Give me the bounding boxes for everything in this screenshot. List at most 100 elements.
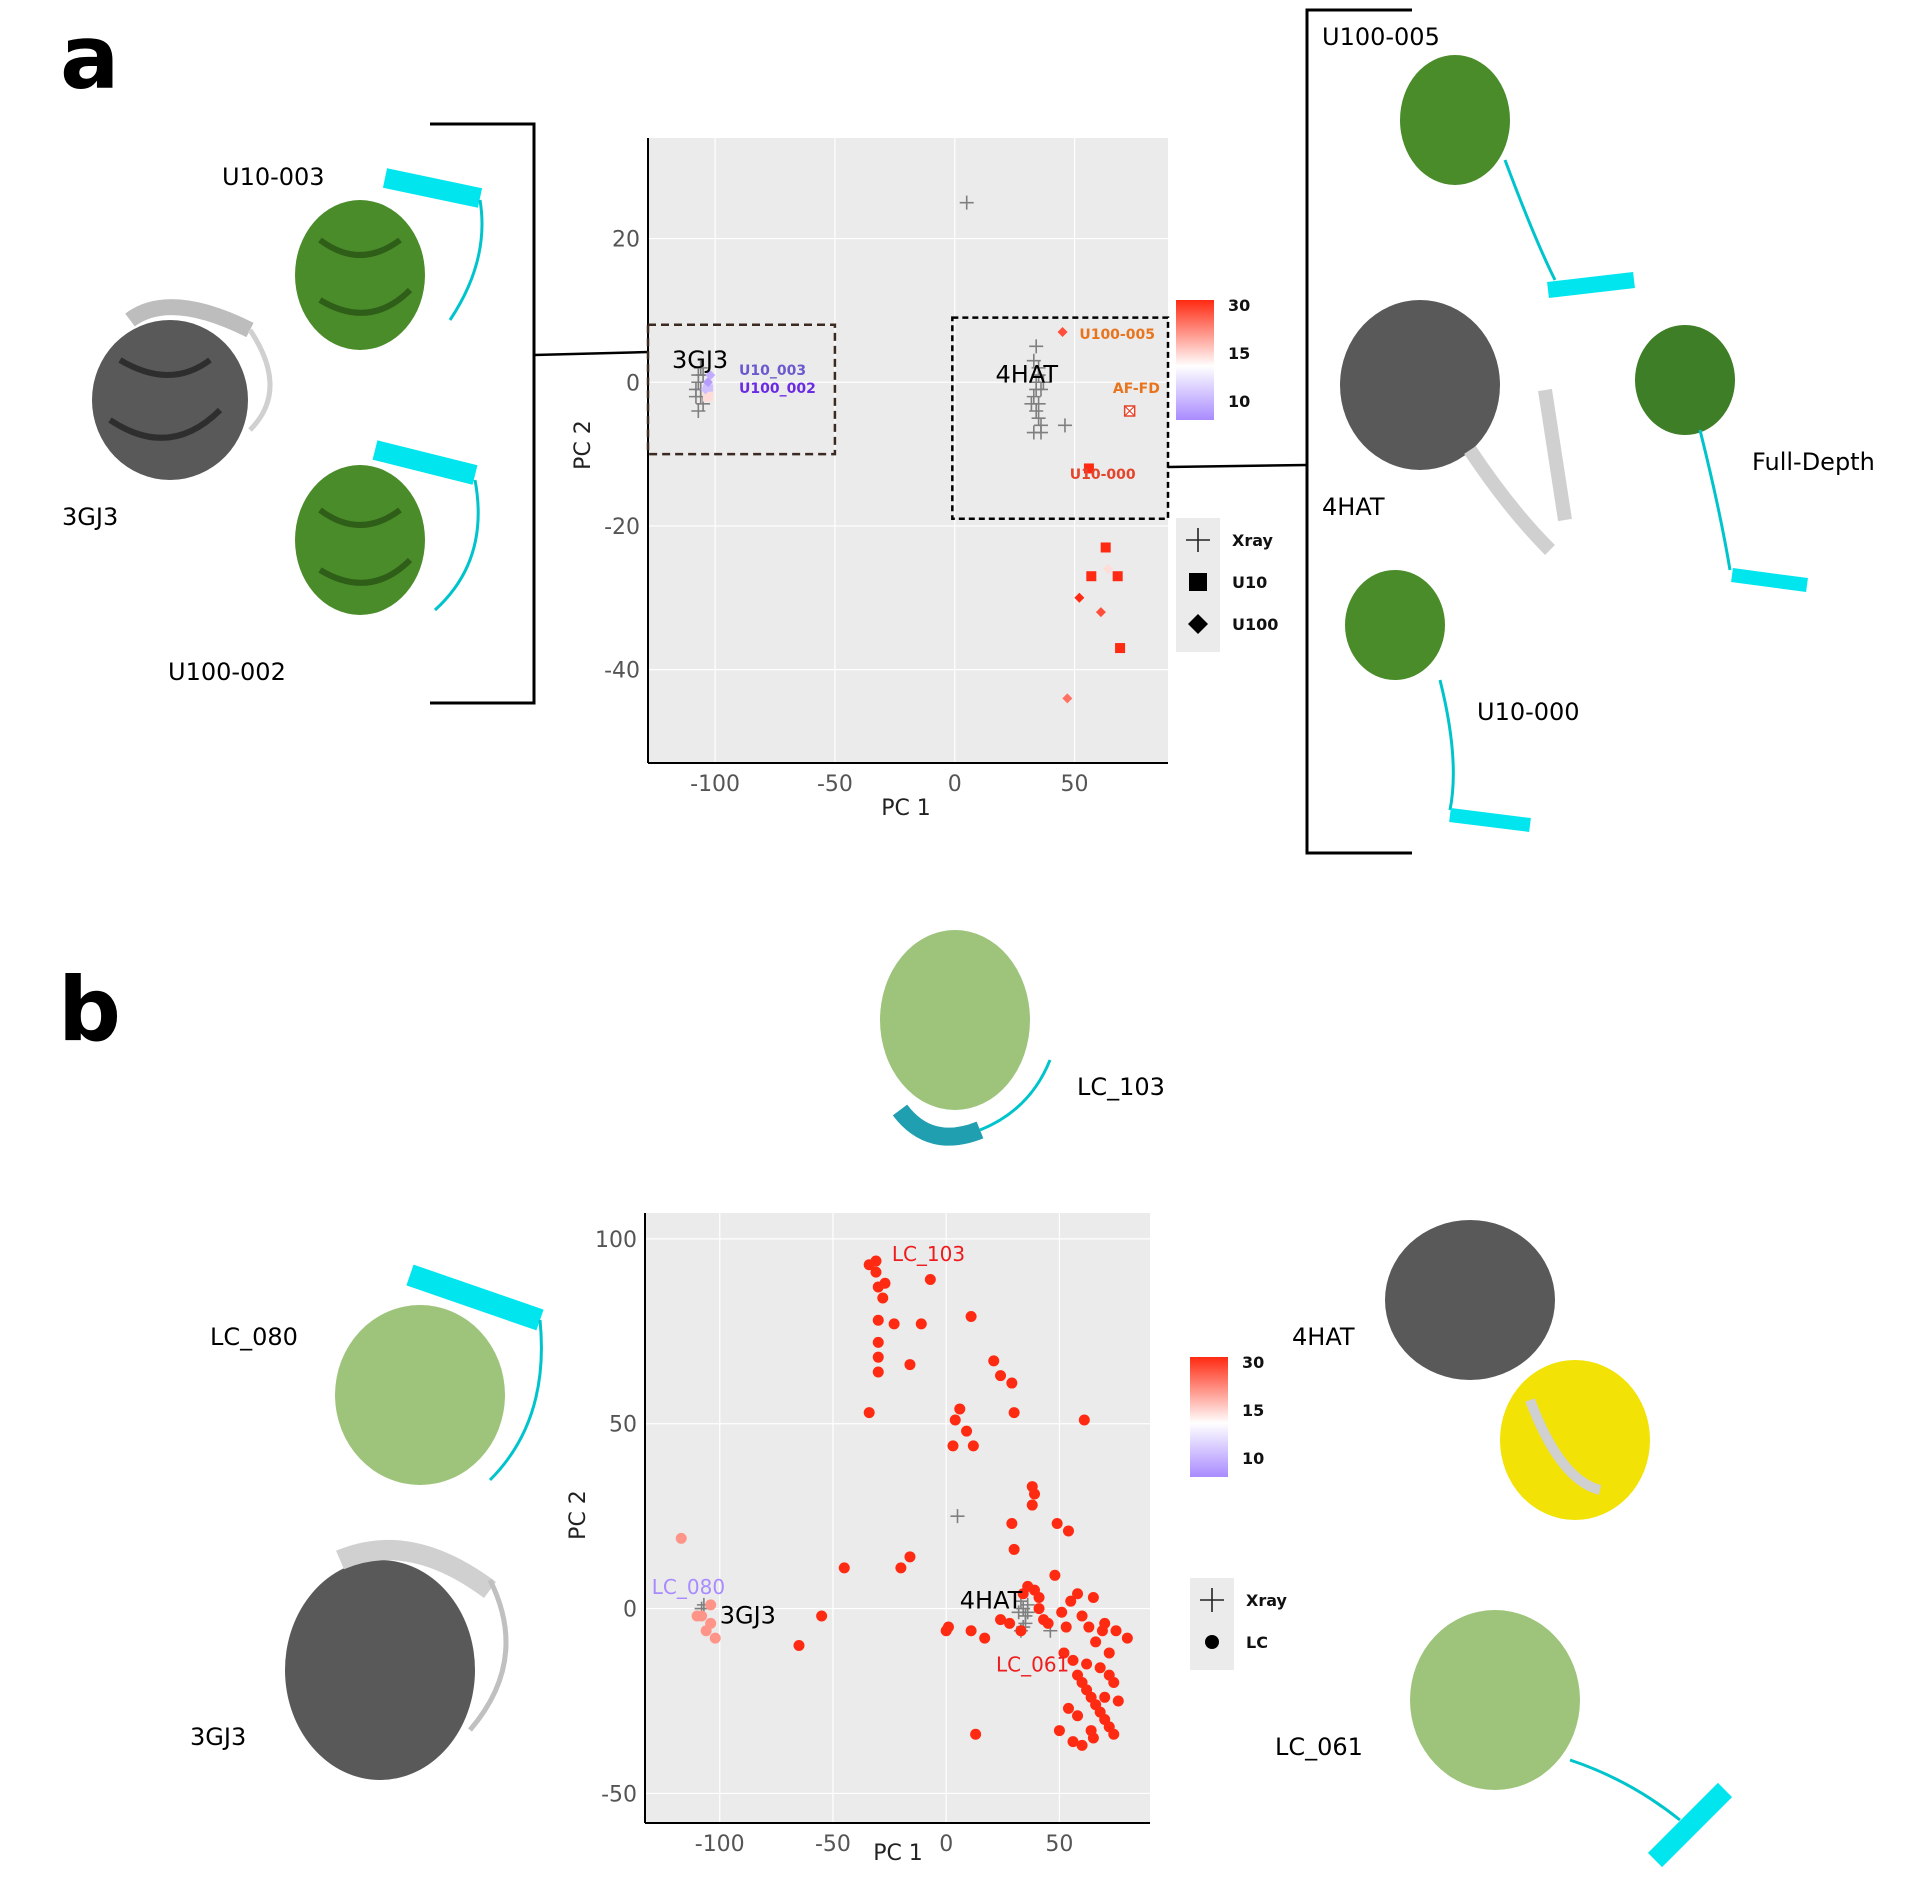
colorbar-tick: 30 xyxy=(1228,296,1250,315)
annotation-label: U10-000 xyxy=(1070,467,1136,483)
panel-letter-a: a xyxy=(60,6,119,109)
point-u100 xyxy=(1095,607,1106,618)
protein-full-depth xyxy=(1635,325,1808,592)
tick-label-x: 0 xyxy=(939,1832,953,1857)
legend-label: Xray xyxy=(1246,1591,1288,1610)
point-xray xyxy=(959,195,974,210)
point-lc xyxy=(863,1407,875,1419)
protein-u10-000 xyxy=(1345,570,1531,832)
label-4hat-a: 4HAT xyxy=(1322,493,1385,521)
tick-label-x: 50 xyxy=(1045,1832,1073,1857)
point-xray xyxy=(1029,339,1044,354)
tick-label-y: 100 xyxy=(595,1228,637,1253)
label-3gj3-a: 3GJ3 xyxy=(62,503,118,531)
point-lc xyxy=(1051,1518,1063,1530)
point-u100 xyxy=(705,370,716,381)
point-u10 xyxy=(1083,463,1094,474)
point-lc xyxy=(947,1440,959,1452)
legend-symbol-u100 xyxy=(1188,614,1208,634)
legend-label: U10 xyxy=(1232,573,1267,592)
tick-label-y: 0 xyxy=(626,371,640,396)
point-lc xyxy=(705,1599,717,1611)
point-lc xyxy=(1083,1621,1095,1633)
tick-label-y: -20 xyxy=(604,515,640,540)
point-lc xyxy=(838,1562,850,1574)
colorbar-tick: 15 xyxy=(1228,344,1250,363)
point-lc xyxy=(915,1318,927,1330)
point-lc xyxy=(1033,1591,1045,1603)
point-lc xyxy=(1029,1488,1041,1500)
point-lc xyxy=(1062,1702,1074,1714)
point-lc xyxy=(1072,1710,1084,1722)
point-lc xyxy=(1090,1636,1102,1648)
point-u10 xyxy=(1115,643,1126,654)
point-lc xyxy=(877,1292,889,1304)
protein-u100-002 xyxy=(295,440,480,615)
point-lc xyxy=(988,1355,1000,1367)
point-xray xyxy=(1011,1605,1026,1620)
point-lc xyxy=(1058,1647,1070,1659)
point-lc xyxy=(924,1274,936,1286)
point-lc xyxy=(1108,1728,1120,1740)
point-lc xyxy=(904,1551,916,1563)
label-u100-005: U100-005 xyxy=(1322,23,1440,51)
point-lc xyxy=(1004,1617,1016,1629)
point-lc xyxy=(965,1625,977,1637)
point-lc xyxy=(1006,1518,1018,1530)
point-lc xyxy=(949,1414,961,1426)
tick-label-y: -50 xyxy=(601,1782,637,1807)
legend-symbol-xray xyxy=(1186,528,1210,552)
point-lc xyxy=(1099,1691,1111,1703)
annotation-label: AF-FD xyxy=(1113,381,1160,397)
point-lc xyxy=(1103,1647,1115,1659)
point-xray xyxy=(1057,418,1072,433)
colorbar-tick: 10 xyxy=(1242,1449,1264,1468)
point-lc xyxy=(1056,1606,1068,1618)
plot-background xyxy=(648,138,1168,763)
point-u100 xyxy=(1103,564,1114,575)
protein-4hat-b xyxy=(1385,1220,1650,1520)
point-lc xyxy=(1033,1603,1045,1615)
point-xray xyxy=(1029,382,1044,397)
point-xray xyxy=(1034,425,1048,440)
colorbar xyxy=(1176,300,1214,420)
tick-label-x: -100 xyxy=(695,1832,745,1857)
annotation-label: 4HAT xyxy=(995,360,1058,388)
point-lc xyxy=(816,1610,828,1622)
point-lc xyxy=(793,1640,805,1652)
label-u100-002: U100-002 xyxy=(168,658,286,686)
bracket-right-a xyxy=(1305,8,1412,855)
point-lc xyxy=(872,1336,884,1348)
point-lc xyxy=(1026,1499,1038,1511)
annotation-label: LC_080 xyxy=(652,1575,725,1599)
point-lc xyxy=(1110,1625,1122,1637)
protein-lc-080 xyxy=(335,1264,544,1485)
tick-label-y: 0 xyxy=(623,1598,637,1623)
point-lc xyxy=(1076,1739,1088,1751)
point-lc xyxy=(1049,1569,1061,1581)
colorbar-tick: 30 xyxy=(1242,1353,1264,1372)
point-lc xyxy=(1076,1610,1088,1622)
point-lc xyxy=(1060,1621,1072,1633)
point-lc xyxy=(1112,1695,1124,1707)
point-lc xyxy=(995,1370,1007,1382)
point-lc xyxy=(1094,1662,1106,1674)
point-lc xyxy=(1053,1725,1065,1737)
point-lc xyxy=(1099,1617,1111,1629)
legend-symbol-lc xyxy=(1205,1635,1219,1649)
tick-label-x: -50 xyxy=(815,1832,851,1857)
point-xray xyxy=(1026,353,1041,368)
annotation-label: 3GJ3 xyxy=(720,1601,776,1629)
point-lc xyxy=(1015,1625,1027,1637)
annotation-label: U100-005 xyxy=(1079,327,1155,343)
point-lc xyxy=(870,1255,882,1267)
ylabel-a: PC 2 xyxy=(571,420,596,470)
label-u10-003: U10-003 xyxy=(222,163,325,191)
ylabel-b: PC 2 xyxy=(566,1490,591,1540)
colorbar-tick: 10 xyxy=(1228,392,1250,411)
tick-label-x: -50 xyxy=(817,772,853,797)
point-lc xyxy=(954,1403,966,1415)
connector-left-a xyxy=(533,350,649,357)
point-lc xyxy=(1067,1736,1079,1748)
